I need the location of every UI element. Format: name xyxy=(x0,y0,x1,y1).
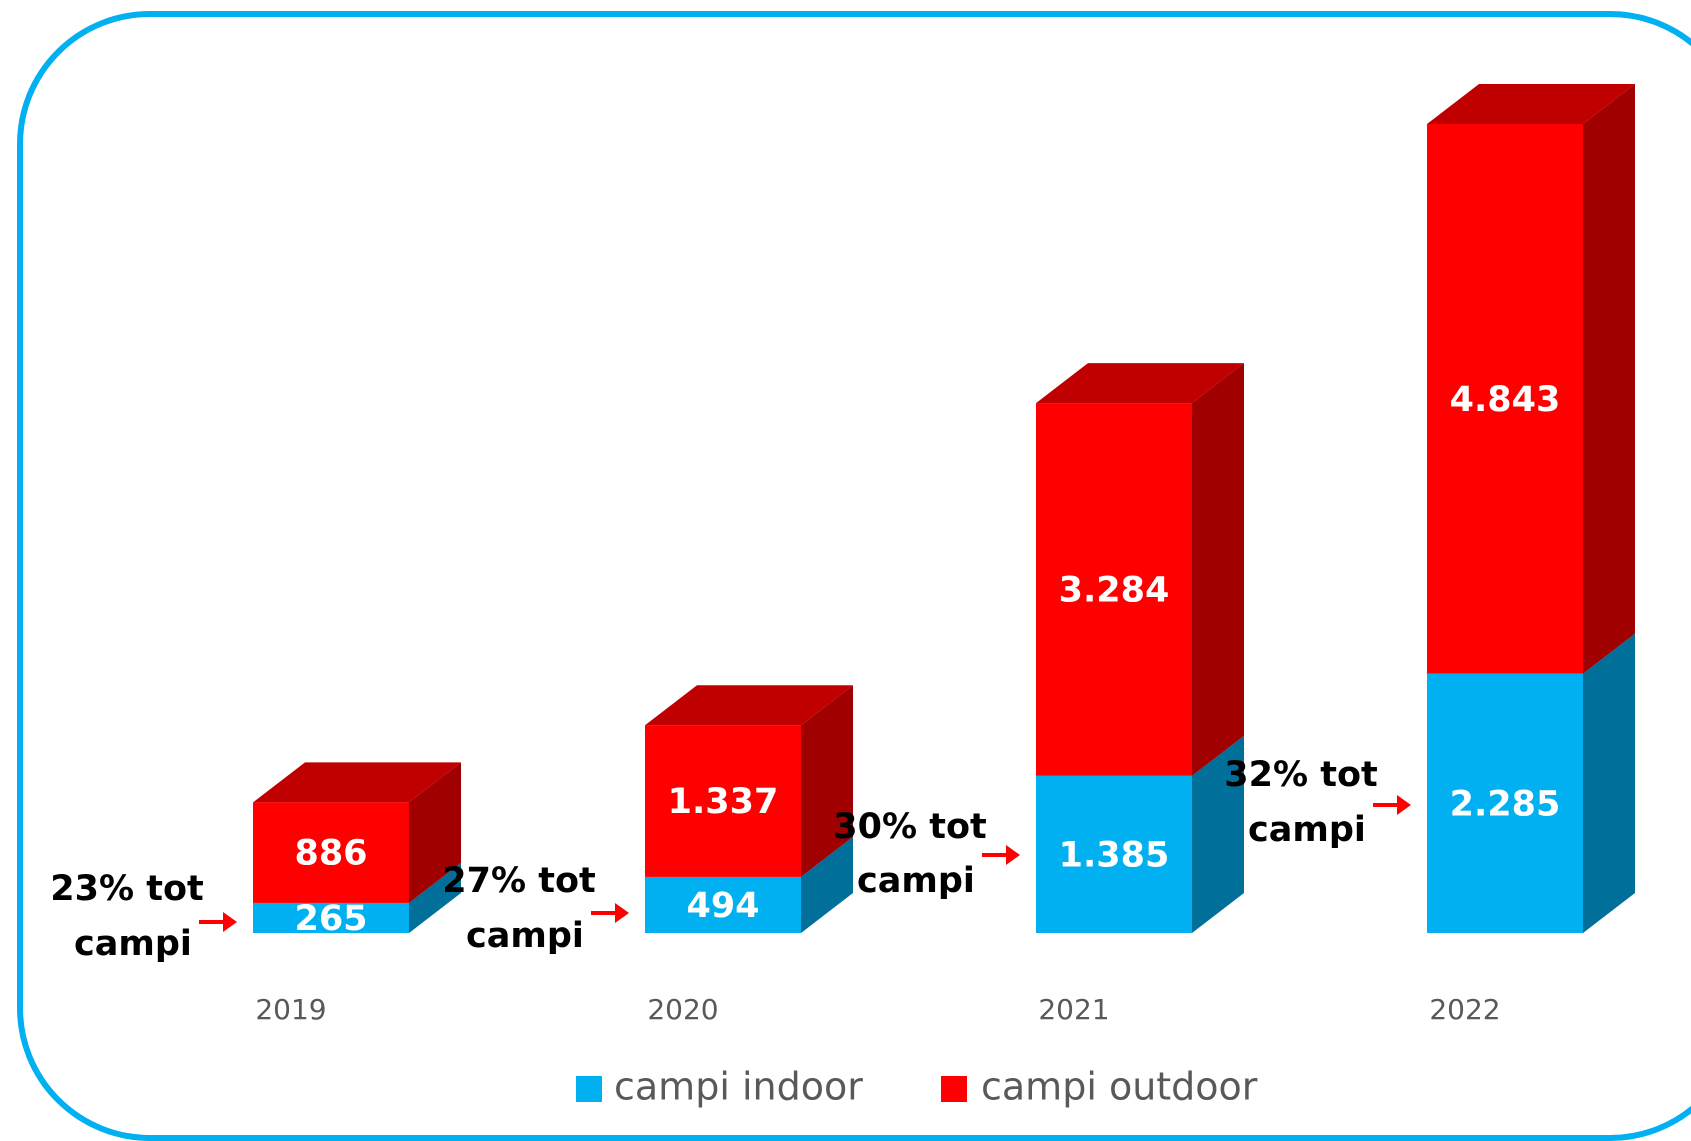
bar-side xyxy=(409,762,461,903)
legend-swatch xyxy=(941,1076,967,1102)
annotation: 27% tot xyxy=(442,861,595,901)
annotation: 23% tot xyxy=(50,869,203,909)
arrow-head xyxy=(615,903,629,923)
annotation: campi xyxy=(857,861,975,901)
bar-side xyxy=(1192,735,1244,933)
bar-side xyxy=(1192,363,1244,776)
annotation: campi xyxy=(74,924,192,964)
x-tick-label: 2021 xyxy=(1038,993,1109,1026)
annotation: 30% tot xyxy=(833,807,986,847)
bar xyxy=(645,876,801,933)
value-label: 2.285 xyxy=(1450,784,1561,824)
bar xyxy=(1036,775,1192,933)
value-label: 494 xyxy=(686,886,759,926)
legend-label: campi outdoor xyxy=(981,1065,1258,1109)
annotation: campi xyxy=(1248,810,1366,850)
legend-swatch xyxy=(576,1076,602,1102)
value-label: 886 xyxy=(294,834,367,874)
bar xyxy=(1427,124,1583,674)
bar-side xyxy=(1583,84,1635,674)
frame xyxy=(17,11,1691,1141)
arrow-head xyxy=(1397,795,1411,815)
legend-label: campi indoor xyxy=(614,1065,863,1109)
bar xyxy=(1427,673,1583,933)
annotation: 32% tot xyxy=(1224,755,1377,795)
bar-side xyxy=(801,836,853,933)
value-label: 4.843 xyxy=(1450,380,1561,420)
bar-top xyxy=(645,685,853,726)
bar-top xyxy=(1427,84,1635,124)
value-label: 1.385 xyxy=(1059,835,1170,875)
value-label: 1.337 xyxy=(668,782,779,822)
bar-side xyxy=(409,862,461,933)
bar-top xyxy=(253,762,461,803)
bar-side xyxy=(801,685,853,877)
annotation: campi xyxy=(466,916,584,956)
x-tick-label: 2020 xyxy=(647,993,718,1026)
bar xyxy=(645,725,801,877)
value-label: 3.284 xyxy=(1059,570,1170,610)
x-tick-label: 2022 xyxy=(1429,993,1500,1026)
bar-top xyxy=(1036,363,1244,404)
bar xyxy=(1036,403,1192,776)
value-label: 265 xyxy=(294,899,367,939)
bar xyxy=(253,902,409,933)
x-tick-label: 2019 xyxy=(255,993,326,1026)
bar-side xyxy=(1583,633,1635,933)
bar xyxy=(253,802,409,903)
arrow-head xyxy=(223,912,237,932)
arrow-head xyxy=(1006,845,1020,865)
